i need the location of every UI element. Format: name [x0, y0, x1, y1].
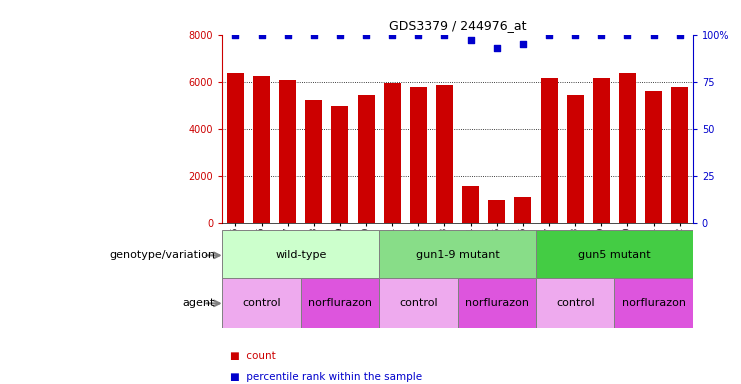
Bar: [279, 80, 296, 223]
Point: [596, 31, 608, 38]
Bar: [457, 278, 536, 328]
Bar: [253, 76, 270, 223]
Bar: [305, 101, 322, 223]
Bar: [514, 197, 531, 223]
Text: control: control: [242, 298, 281, 308]
Text: norflurazon: norflurazon: [465, 298, 529, 308]
Bar: [462, 186, 479, 223]
Text: ■  percentile rank within the sample: ■ percentile rank within the sample: [230, 372, 422, 382]
Bar: [593, 78, 610, 223]
Bar: [379, 278, 457, 328]
Bar: [358, 94, 374, 223]
Point: [308, 31, 319, 38]
Bar: [410, 88, 427, 223]
Point: [230, 31, 242, 38]
Bar: [436, 85, 453, 223]
Bar: [567, 94, 584, 223]
Point: [491, 45, 502, 51]
Bar: [614, 278, 693, 328]
Bar: [541, 78, 557, 223]
Point: [256, 31, 268, 38]
Point: [517, 41, 529, 47]
Point: [622, 31, 634, 38]
Bar: [301, 278, 379, 328]
Bar: [536, 278, 614, 328]
Point: [334, 31, 346, 38]
Text: gun5 mutant: gun5 mutant: [578, 250, 651, 260]
Point: [282, 31, 293, 38]
Bar: [671, 88, 688, 223]
Point: [360, 31, 372, 38]
Point: [386, 31, 398, 38]
Point: [569, 31, 581, 38]
Point: [413, 31, 425, 38]
Text: wild-type: wild-type: [275, 250, 326, 260]
Bar: [645, 91, 662, 223]
Bar: [536, 230, 693, 280]
Text: ■  count: ■ count: [230, 351, 276, 361]
Bar: [227, 73, 244, 223]
Bar: [488, 200, 505, 223]
Text: agent: agent: [182, 298, 215, 308]
Text: control: control: [399, 298, 438, 308]
Title: GDS3379 / 244976_at: GDS3379 / 244976_at: [389, 19, 526, 32]
Text: gun1-9 mutant: gun1-9 mutant: [416, 250, 499, 260]
Point: [543, 31, 555, 38]
Bar: [222, 278, 301, 328]
Bar: [619, 73, 636, 223]
Bar: [331, 106, 348, 223]
Bar: [222, 230, 379, 280]
Bar: [384, 83, 401, 223]
Point: [648, 31, 659, 38]
Point: [465, 37, 476, 43]
Point: [674, 31, 685, 38]
Text: norflurazon: norflurazon: [308, 298, 372, 308]
Text: genotype/variation: genotype/variation: [109, 250, 215, 260]
Point: [439, 31, 451, 38]
Bar: [379, 230, 536, 280]
Text: control: control: [556, 298, 594, 308]
Text: norflurazon: norflurazon: [622, 298, 685, 308]
